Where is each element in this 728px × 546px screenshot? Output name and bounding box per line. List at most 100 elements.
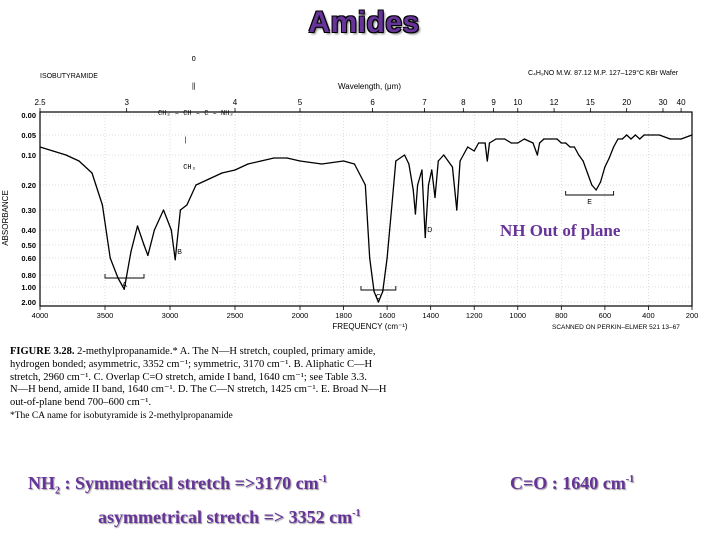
spectrum-curve-segment [630, 134, 637, 140]
figure-caption: FIGURE 3.28. 2-methylpropanamide.* A. Th… [10, 346, 520, 423]
y-tick-label: 0.00 [21, 111, 36, 120]
symmetric-text: : Symmetrical stretch =>3170 cm [60, 473, 319, 493]
x-tick-label: 4000 [32, 311, 49, 320]
spectrum-curve-segment [431, 169, 436, 199]
y-tick-label: 0.05 [21, 131, 36, 140]
x-tick-label: 200 [686, 311, 699, 320]
wavelength-tick-label: 5 [298, 98, 303, 107]
spectrum-curve-segment [247, 160, 262, 165]
wavelength-tick-label: 6 [370, 98, 375, 107]
x-tick-label: 1200 [466, 311, 483, 320]
spectrum-curve-segment [608, 146, 615, 159]
spectrum-curve-segment [421, 169, 426, 239]
spectrum-curve-segment [412, 189, 417, 215]
symmetric-sup: -1 [318, 474, 327, 485]
band-letter: D [427, 227, 432, 234]
formula-line-2: ‖ [158, 83, 196, 91]
caption-line-3: stretch, 2960 cm⁻¹. C. Overlap C=O stret… [10, 371, 367, 383]
x-tick-label: 1000 [509, 311, 526, 320]
slide-title: Amides [308, 6, 420, 39]
spectrum-curve-segment [369, 257, 375, 293]
spectrum-curve-segment [424, 184, 430, 239]
spectrum-curve-segment [658, 134, 671, 140]
nh2-prefix: NH [28, 473, 55, 493]
spectrum-curve-segment [364, 184, 371, 259]
spectrum-curve-segment [621, 134, 628, 140]
spectrum-curve-segment [414, 184, 419, 215]
figure-label: FIGURE 3.28. [10, 346, 75, 357]
spectrum-curve-segment [578, 154, 584, 162]
wavelength-tick-label: 15 [586, 98, 595, 107]
spectrum-curve-segment [234, 163, 249, 171]
scanned-note: SCANNED ON PERKIN–ELMER 521 13–67 [552, 324, 680, 331]
spectrum-curve-segment [416, 169, 423, 186]
spectrum-curve-segment [260, 157, 275, 162]
wavelength-ticks: 2.5 3 4 5 6 7 8 9 10 12 15 20 30 40 [34, 98, 686, 112]
band-bracket [565, 191, 615, 196]
carbonyl-sup: -1 [625, 474, 635, 485]
wavelength-tick-label: 8 [461, 98, 466, 107]
x-tick-label: 2000 [292, 311, 309, 320]
asymmetric-sup: -1 [352, 508, 361, 519]
spectrum-curve-segment [353, 163, 366, 186]
spectrum-curve-segment [39, 146, 54, 152]
spectrum-curve-segment [403, 154, 410, 165]
spectrum-curve-segment [467, 146, 475, 152]
spectrum-curve-segment [221, 169, 236, 174]
spectrum-curve-segment [639, 134, 645, 140]
spectrum-curve-segment [91, 172, 104, 206]
spectrum-curve-group [39, 134, 693, 303]
spectrum-curve-segment [162, 209, 172, 231]
spectrum-curve-segment [680, 134, 693, 140]
spectrum-curve-segment [109, 257, 119, 279]
x-tick-label: 1800 [335, 311, 352, 320]
wavelength-tick-label: 20 [622, 98, 631, 107]
formula-line-5: CH₃ [158, 164, 196, 172]
absorbance-ticks: 0.00 0.05 0.10 0.20 0.30 0.40 0.50 0.60 0.80 1.00… [21, 111, 36, 307]
x-tick-label: 3500 [97, 311, 114, 320]
spectrum-curve-segment [488, 138, 497, 144]
spectrum-curve-segment [586, 172, 593, 186]
spectrum-curve-segment [634, 134, 641, 140]
spectrum-curve-segment [626, 134, 632, 140]
spectrum-curve-segment [395, 154, 406, 162]
spectrum-frame [39, 111, 693, 307]
x-tick-label: 2500 [227, 311, 244, 320]
band-annotations: A B C D E [104, 191, 615, 301]
absorbance-axis-label: ABSORBANCE [1, 190, 10, 246]
band-letter: B [177, 249, 182, 256]
spectrum-curve-segment [377, 290, 384, 303]
y-tick-label: 0.40 [21, 226, 36, 235]
spectrum-curve-segment [573, 146, 580, 156]
structural-formula: O ‖ CH₃ – CH – C – NH₂ | CH₃ [158, 38, 234, 182]
spectrum-curve-segment [179, 204, 188, 211]
spectrum-curve-segment [174, 209, 182, 261]
wavelength-tick-label: 12 [550, 98, 559, 107]
spectrum-curve-segment [147, 229, 156, 257]
formula-line-4: | [158, 137, 188, 145]
x-tick-label: 400 [642, 311, 655, 320]
symmetric-stretch-note: NH2 : Symmetrical stretch =>3170 cm-1 [28, 473, 327, 497]
spectrum-curve-segment [117, 277, 125, 290]
y-tick-label: 0.60 [21, 254, 36, 263]
y-tick-label: 0.50 [21, 241, 36, 250]
spectrum-curve-segment [170, 229, 176, 261]
spectrum-curve-segment [612, 138, 619, 148]
spectrum-curve-segment [599, 166, 606, 183]
compound-name: ISOBUTYRAMIDE [40, 73, 98, 80]
y-tick-label: 0.80 [21, 271, 36, 280]
wavelength-tick-label: 4 [233, 98, 238, 107]
spectrum-curve-segment [504, 138, 512, 144]
caption-footnote: *The CA name for isobutyramide is 2-meth… [10, 410, 233, 421]
y-tick-label: 0.30 [21, 206, 36, 215]
spectrum-curve-segment [437, 154, 445, 162]
y-tick-label: 1.00 [21, 283, 36, 292]
spectrum-curve-segment [373, 290, 380, 303]
asymmetric-text: asymmetrical stretch => 3352 cm [98, 507, 353, 527]
spectrum-curve-segment [208, 172, 223, 180]
spectrum-curve-segment [153, 209, 165, 231]
spectrum-curve-segment [565, 142, 571, 148]
nh-out-of-plane-label: NH Out of plane [500, 221, 621, 240]
caption-line-1: 2-methylpropanamide.* A. The N—H stretch… [77, 346, 376, 357]
